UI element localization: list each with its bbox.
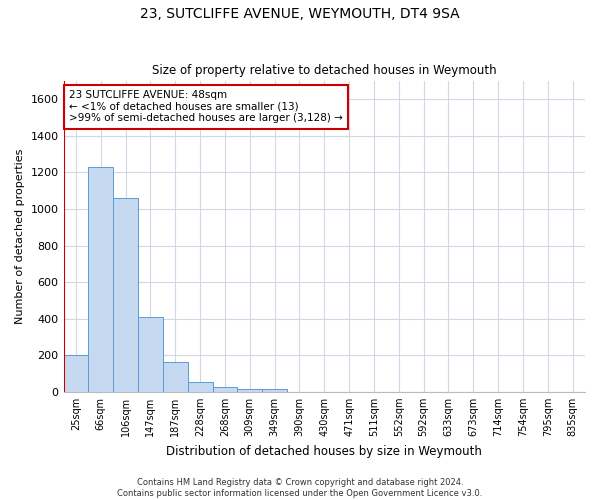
Bar: [138, 317, 163, 392]
Bar: [238, 389, 262, 392]
Bar: [113, 198, 138, 392]
Bar: [88, 167, 113, 392]
Text: 23 SUTCLIFFE AVENUE: 48sqm
← <1% of detached houses are smaller (13)
>99% of sem: 23 SUTCLIFFE AVENUE: 48sqm ← <1% of deta…: [69, 90, 343, 124]
Bar: [212, 387, 238, 392]
Text: Contains HM Land Registry data © Crown copyright and database right 2024.
Contai: Contains HM Land Registry data © Crown c…: [118, 478, 482, 498]
Bar: [262, 390, 287, 392]
Text: 23, SUTCLIFFE AVENUE, WEYMOUTH, DT4 9SA: 23, SUTCLIFFE AVENUE, WEYMOUTH, DT4 9SA: [140, 8, 460, 22]
Bar: [163, 362, 188, 392]
X-axis label: Distribution of detached houses by size in Weymouth: Distribution of detached houses by size …: [166, 444, 482, 458]
Title: Size of property relative to detached houses in Weymouth: Size of property relative to detached ho…: [152, 64, 497, 77]
Bar: [64, 355, 88, 392]
Y-axis label: Number of detached properties: Number of detached properties: [15, 148, 25, 324]
Bar: [188, 382, 212, 392]
